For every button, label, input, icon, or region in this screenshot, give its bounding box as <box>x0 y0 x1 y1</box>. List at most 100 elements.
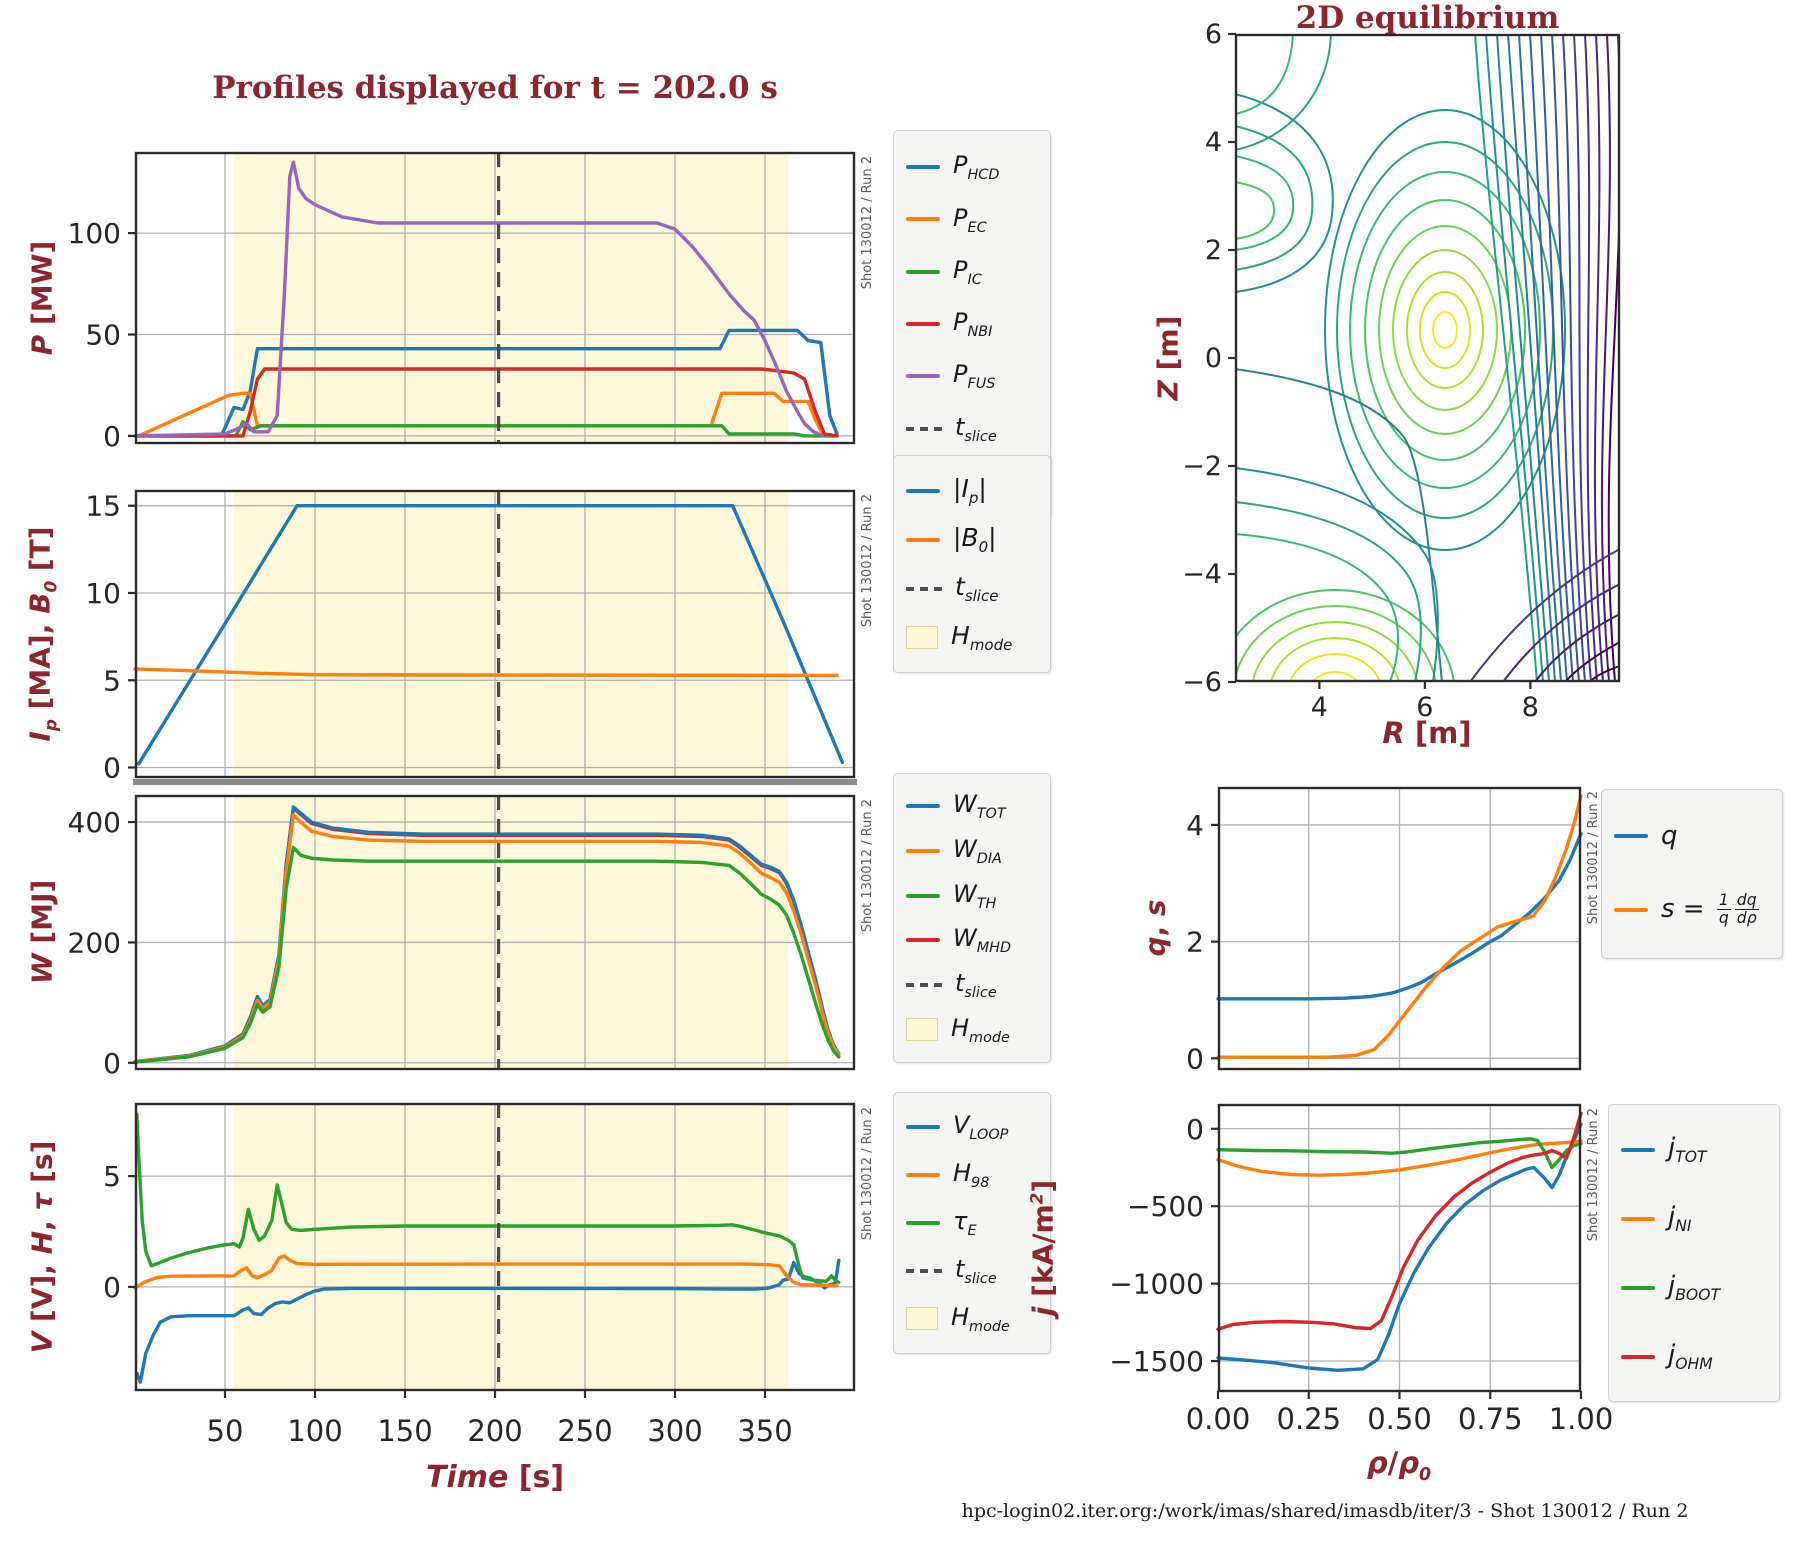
label-segment: ρ <box>1398 1446 1420 1480</box>
q-s-plot[interactable]: 0 2 4 <box>1186 786 1583 1075</box>
label-segment: NBI <box>967 323 993 340</box>
contour-line <box>1235 181 1276 240</box>
contour-line <box>1540 34 1574 682</box>
legend-item: tslice <box>906 412 1038 444</box>
contour-ellipse <box>1419 291 1471 369</box>
rho-tick-label: 0.00 <box>1185 1402 1251 1436</box>
series-j_OHM <box>1216 1111 1583 1332</box>
axes-spine <box>1217 786 1582 1071</box>
y-tick-label: 0 <box>1186 1113 1204 1146</box>
series-j_NI <box>1216 1139 1583 1177</box>
label-segment: q <box>1661 820 1678 851</box>
contour-line <box>1518 34 1562 682</box>
legend-label: tslice <box>955 1255 997 1287</box>
label-segment: W <box>953 790 977 819</box>
equilibrium-plot[interactable]: 6 4 2 0 −2 −4 −6 <box>1182 19 1621 698</box>
contour-ellipse <box>1235 605 1437 682</box>
label-segment: τ <box>953 1207 968 1236</box>
legend-line-swatch <box>1614 833 1648 838</box>
label-segment: t <box>955 1255 965 1284</box>
axes-spine <box>134 489 856 779</box>
label-segment: DIA <box>976 850 1002 867</box>
label-segment: t <box>955 412 965 441</box>
current-field-plot[interactable]: 0 5 10 15 <box>85 489 857 785</box>
legend-item: tslice <box>906 969 1038 1001</box>
legend-line-swatch <box>906 165 940 170</box>
legend-patch-swatch <box>906 1307 938 1331</box>
z-tick-label: 4 <box>1205 127 1222 158</box>
contour-ellipse <box>1349 171 1541 489</box>
contour-line <box>1551 34 1580 682</box>
contour-line <box>1502 583 1620 682</box>
time-x-axis-label: Time [s] <box>426 1460 564 1495</box>
legend-line-swatch <box>1614 907 1648 912</box>
label-segment: W <box>25 953 59 985</box>
current-y-axis-label: Ip [MA], B0 [T] <box>24 526 61 741</box>
y-tick-label: 10 <box>85 577 121 610</box>
contour-ellipse <box>1310 671 1360 682</box>
legend-item: PEC <box>906 204 1038 236</box>
legend-label: PNBI <box>953 308 992 340</box>
label-segment: 0 <box>978 538 989 556</box>
legend-line-swatch <box>906 893 940 898</box>
rho-tick-label: 1.00 <box>1548 1402 1614 1436</box>
label-segment: [MA], <box>23 613 57 720</box>
label-segment: Z <box>1151 380 1185 401</box>
legend-label: PFUS <box>953 360 995 392</box>
j-legend: jTOT jNI jBOOT jOHM <box>1608 1104 1780 1402</box>
r-tick-label: 4 <box>1310 692 1328 723</box>
series-H_98 <box>133 1254 839 1290</box>
qs-legend: q s = 1 q dq dρ <box>1601 789 1783 959</box>
qs-y-axis-label: q, s <box>1139 899 1172 956</box>
legend-line-swatch <box>1621 1285 1655 1290</box>
label-segment: j <box>1668 1132 1676 1163</box>
legend-label: jOHM <box>1668 1340 1713 1373</box>
legend-item: jNI <box>1621 1202 1767 1235</box>
legend-line-swatch <box>906 537 940 542</box>
h-mode-band <box>234 1103 789 1391</box>
series-|Ip| <box>136 503 845 766</box>
time-tick-label: 150 <box>377 1414 433 1448</box>
contour-line <box>1235 533 1399 682</box>
power-y-axis-label: P [MW] <box>26 241 59 356</box>
stored-energy-plot[interactable]: 0 200 400 <box>68 794 856 1080</box>
axes-spine <box>134 151 856 445</box>
contour-line <box>1607 34 1620 682</box>
power-plot[interactable]: 0 50 100 <box>68 151 856 453</box>
z-tick-label: −2 <box>1182 451 1222 482</box>
legend-item: H98 <box>906 1159 1038 1191</box>
label-segment: t <box>955 572 965 601</box>
y-tick-label: −1500 <box>1109 1345 1204 1378</box>
contour-ellipse <box>1288 653 1382 682</box>
label-segment: p <box>968 489 979 507</box>
legend-item: τE <box>906 1207 1038 1239</box>
label-segment: NI <box>1675 1217 1692 1236</box>
energy-y-axis-label: W [MJ] <box>26 880 59 985</box>
legend-dash-swatch <box>906 982 942 987</box>
label-segment: E <box>967 1222 977 1239</box>
legend-line-swatch <box>906 1220 940 1225</box>
contour-line <box>1496 34 1550 682</box>
legend-item: tslice <box>906 572 1038 605</box>
legend-line-swatch <box>906 321 940 326</box>
legend-line-swatch <box>906 938 940 943</box>
shot-run-label: Shot 130012 / Run 2 <box>860 494 875 628</box>
contour-line <box>1593 34 1604 682</box>
label-segment: mode <box>969 636 1013 654</box>
label-segment: MHD <box>976 940 1012 957</box>
contour-ellipse <box>1251 621 1419 682</box>
energy-legend: WTOT WDIA WTH WMHD tslice Hmode <box>893 773 1051 1063</box>
legend-label: Hmode <box>951 621 1012 654</box>
legend-item: tslice <box>906 1255 1038 1287</box>
legend-label: WTOT <box>953 790 1006 822</box>
z-tick-label: 2 <box>1205 235 1222 266</box>
label-segment: [m] <box>1404 716 1472 750</box>
time-tick-label: 250 <box>557 1414 613 1448</box>
label-segment: EC <box>967 219 987 236</box>
series-P_FUS <box>133 160 825 438</box>
label-segment: H <box>953 1159 972 1188</box>
current-density-plot[interactable]: 0 −500 −1000 −1500 <box>1109 1103 1583 1399</box>
y-tick-label: 200 <box>68 926 121 959</box>
contour-line <box>1564 641 1620 682</box>
